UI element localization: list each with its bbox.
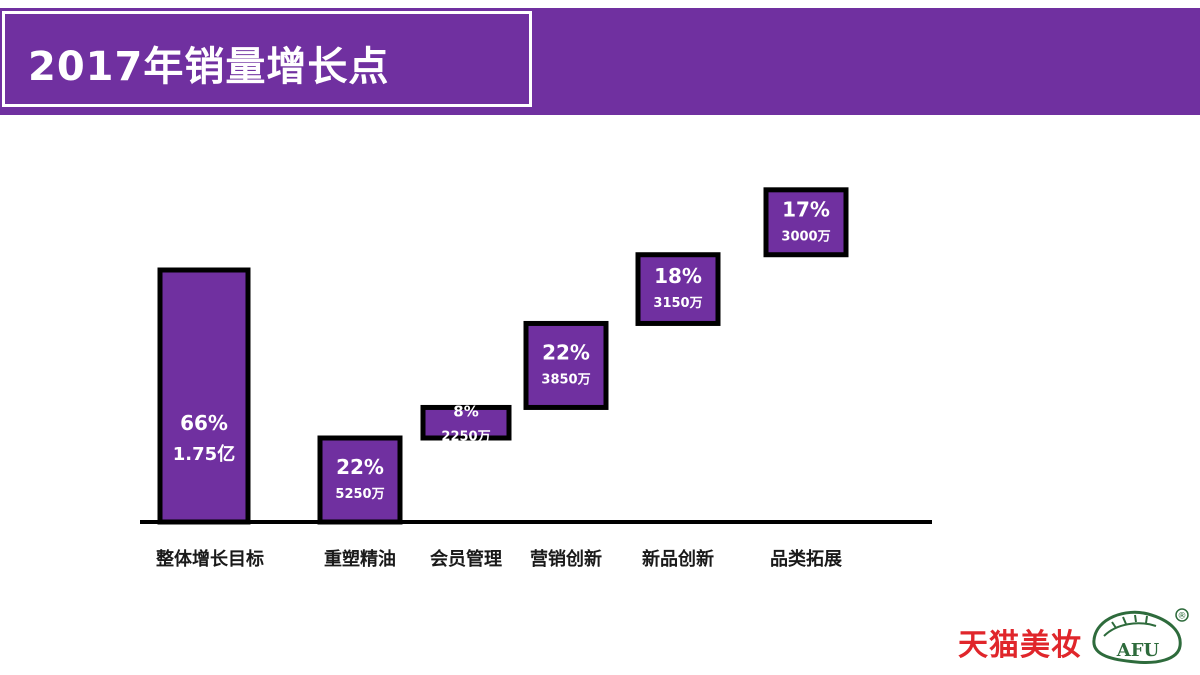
category-label: 会员管理 bbox=[430, 548, 502, 570]
category-label: 新品创新 bbox=[642, 548, 714, 570]
bar-percent-label: 8% bbox=[453, 403, 478, 421]
bar-percent-label: 18% bbox=[654, 264, 702, 288]
bar-amount-label: 5250万 bbox=[335, 487, 384, 502]
title-box bbox=[2, 11, 532, 107]
bar-3 bbox=[420, 404, 512, 441]
bar-amount-label: 2250万 bbox=[441, 430, 490, 445]
category-label: 营销创新 bbox=[530, 548, 602, 570]
registered-mark: ® bbox=[1178, 612, 1187, 622]
category-label: 品类拓展 bbox=[770, 548, 843, 570]
logo-text: AFU bbox=[1116, 640, 1160, 661]
bar-percent-label: 22% bbox=[336, 455, 384, 479]
bar-6 bbox=[763, 187, 849, 258]
brand-name: 天猫美妆 bbox=[958, 628, 1082, 663]
bar-percent-label: 66% bbox=[180, 411, 228, 435]
bar-amount-label: 3150万 bbox=[653, 296, 702, 311]
page-title: 2017年销量增长点 bbox=[28, 44, 390, 90]
bar-2 bbox=[317, 435, 403, 525]
bar-amount-label: 3850万 bbox=[541, 372, 590, 387]
bar-amount-label: 1.75亿 bbox=[173, 443, 235, 465]
category-label: 整体增长目标 bbox=[155, 548, 264, 570]
bar-5 bbox=[635, 252, 721, 326]
category-label: 重塑精油 bbox=[324, 548, 396, 570]
bar-1 bbox=[157, 267, 251, 525]
bar-amount-label: 3000万 bbox=[781, 229, 830, 244]
afu-logo-icon: AFU ® bbox=[1092, 608, 1189, 664]
bar-percent-label: 22% bbox=[542, 340, 590, 364]
bar-percent-label: 17% bbox=[782, 197, 830, 221]
bar-4 bbox=[523, 320, 609, 410]
